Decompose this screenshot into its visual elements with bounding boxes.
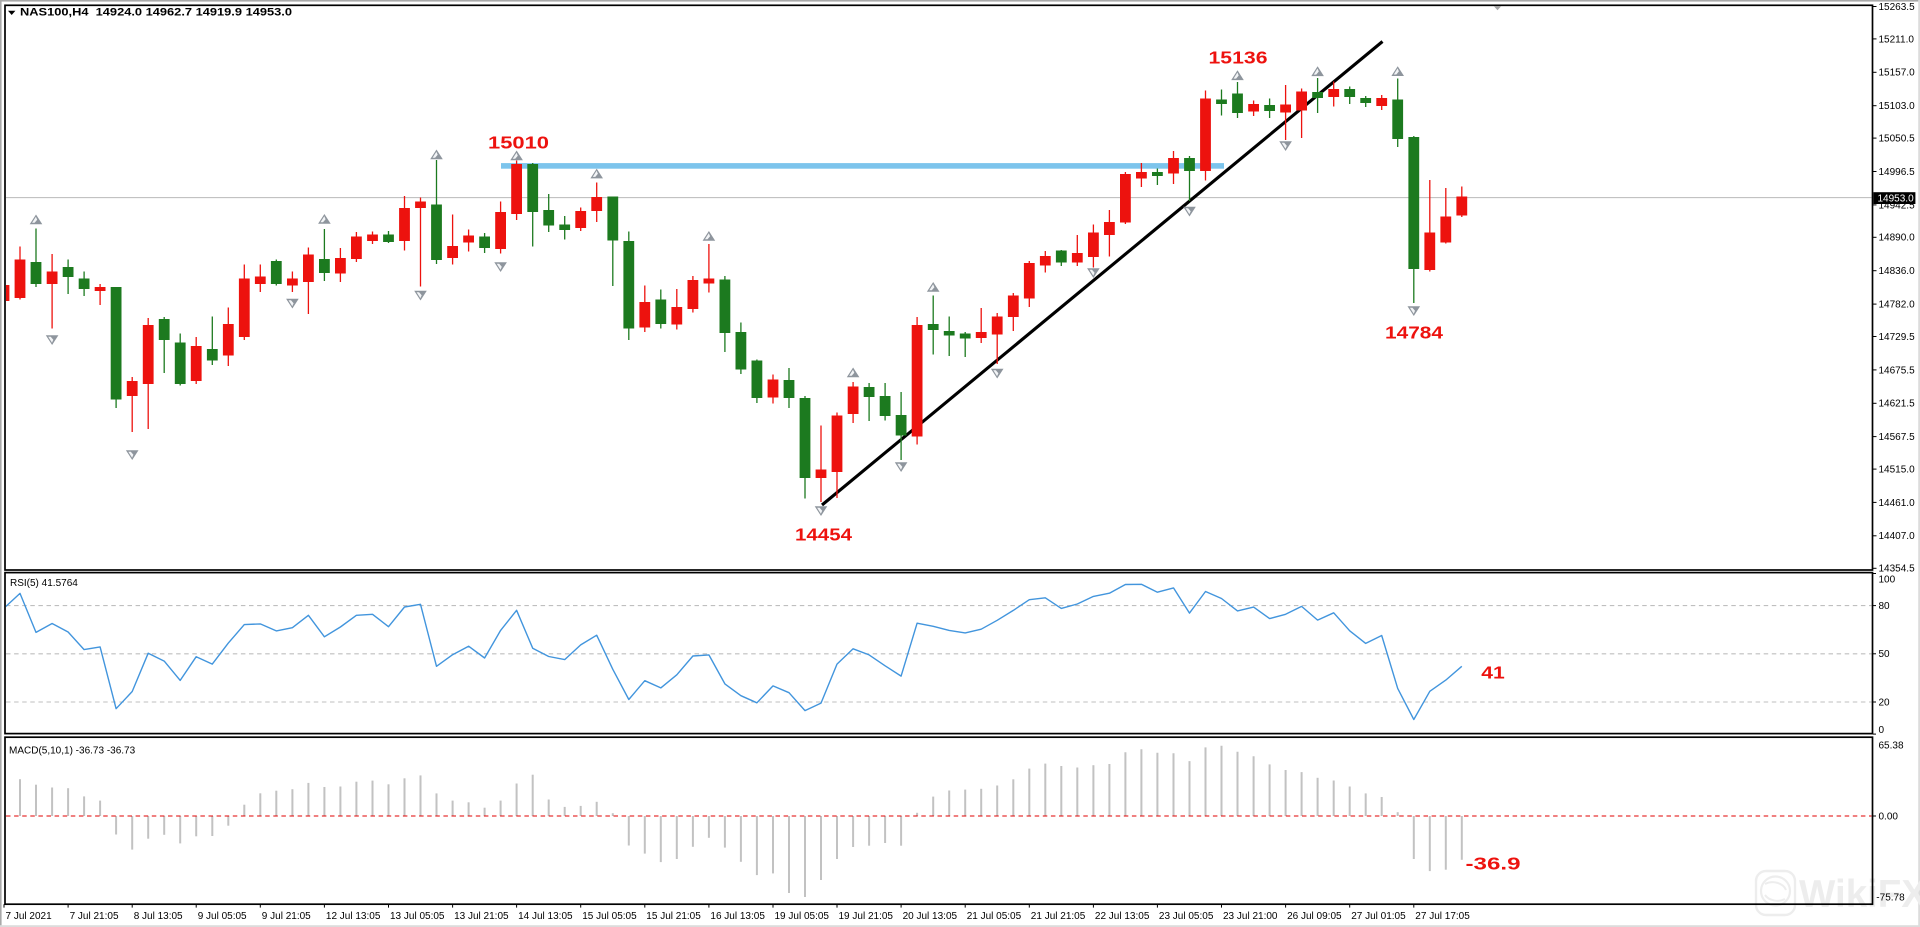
svg-text:27 Jul 01:05: 27 Jul 01:05 [1351, 911, 1406, 922]
svg-text:14621.5: 14621.5 [1879, 399, 1916, 410]
svg-text:23 Jul 05:05: 23 Jul 05:05 [1159, 911, 1214, 922]
svg-text:14996.5: 14996.5 [1879, 167, 1916, 178]
svg-text:13 Jul 21:05: 13 Jul 21:05 [454, 911, 509, 922]
svg-text:14890.0: 14890.0 [1879, 233, 1916, 244]
svg-text:80: 80 [1879, 601, 1891, 612]
svg-text:65.38: 65.38 [1879, 740, 1904, 751]
svg-text:14354.5: 14354.5 [1879, 564, 1916, 575]
svg-text:41: 41 [1481, 663, 1505, 683]
svg-text:15157.0: 15157.0 [1879, 68, 1916, 79]
svg-text:12 Jul 13:05: 12 Jul 13:05 [326, 911, 381, 922]
svg-text:NAS100,H4 14924.0 14962.7 149: NAS100,H4 14924.0 14962.7 14919.9 14953.… [20, 7, 292, 19]
svg-text:15 Jul 21:05: 15 Jul 21:05 [646, 911, 701, 922]
svg-text:15050.5: 15050.5 [1879, 134, 1916, 145]
svg-text:MACD(5,10,1) -36.73 -36.73: MACD(5,10,1) -36.73 -36.73 [9, 746, 136, 757]
svg-text:19 Jul 21:05: 19 Jul 21:05 [839, 911, 894, 922]
svg-text:14675.5: 14675.5 [1879, 365, 1916, 376]
svg-text:15136: 15136 [1209, 48, 1268, 68]
svg-text:22 Jul 13:05: 22 Jul 13:05 [1095, 911, 1150, 922]
svg-text:15010: 15010 [488, 133, 549, 153]
svg-text:RSI(5) 41.5764: RSI(5) 41.5764 [10, 578, 78, 589]
svg-text:50: 50 [1879, 649, 1891, 660]
svg-text:21 Jul 05:05: 21 Jul 05:05 [967, 911, 1022, 922]
svg-text:19 Jul 05:05: 19 Jul 05:05 [775, 911, 830, 922]
svg-text:15263.5: 15263.5 [1879, 2, 1916, 13]
svg-text:14407.0: 14407.0 [1879, 531, 1916, 542]
svg-text:7 Jul 21:05: 7 Jul 21:05 [70, 911, 119, 922]
svg-text:14729.5: 14729.5 [1879, 332, 1916, 343]
svg-text:14782.0: 14782.0 [1879, 300, 1916, 311]
svg-text:14836.0: 14836.0 [1879, 266, 1916, 277]
svg-text:20 Jul 13:05: 20 Jul 13:05 [903, 911, 958, 922]
svg-text:8 Jul 13:05: 8 Jul 13:05 [134, 911, 183, 922]
svg-text:-75.78: -75.78 [1876, 893, 1905, 904]
svg-text:20: 20 [1879, 697, 1891, 708]
svg-text:21 Jul 21:05: 21 Jul 21:05 [1031, 911, 1086, 922]
svg-text:14942.5: 14942.5 [1879, 200, 1916, 211]
svg-text:9 Jul 05:05: 9 Jul 05:05 [198, 911, 247, 922]
svg-text:15 Jul 05:05: 15 Jul 05:05 [582, 911, 637, 922]
svg-text:14461.0: 14461.0 [1879, 498, 1916, 509]
svg-text:0: 0 [1879, 725, 1885, 736]
svg-text:-36.9: -36.9 [1466, 854, 1521, 874]
svg-text:100: 100 [1879, 575, 1896, 586]
svg-text:WikiFX: WikiFX [1799, 873, 1920, 916]
svg-text:7 Jul 2021: 7 Jul 2021 [6, 911, 53, 922]
svg-text:14784: 14784 [1385, 322, 1443, 342]
svg-text:9 Jul 21:05: 9 Jul 21:05 [262, 911, 311, 922]
svg-text:14454: 14454 [795, 524, 852, 544]
svg-text:15211.0: 15211.0 [1879, 34, 1915, 45]
svg-text:14515.0: 14515.0 [1879, 465, 1916, 476]
svg-text:15103.0: 15103.0 [1879, 101, 1916, 112]
svg-text:27 Jul 17:05: 27 Jul 17:05 [1415, 911, 1470, 922]
svg-text:26 Jul 09:05: 26 Jul 09:05 [1287, 911, 1342, 922]
svg-text:13 Jul 05:05: 13 Jul 05:05 [390, 911, 445, 922]
svg-text:23 Jul 21:00: 23 Jul 21:00 [1223, 911, 1278, 922]
svg-text:16 Jul 13:05: 16 Jul 13:05 [710, 911, 765, 922]
svg-text:14953.0: 14953.0 [1878, 194, 1915, 205]
svg-text:14 Jul 13:05: 14 Jul 13:05 [518, 911, 573, 922]
svg-text:0.00: 0.00 [1879, 811, 1899, 822]
svg-text:14567.5: 14567.5 [1879, 432, 1916, 443]
